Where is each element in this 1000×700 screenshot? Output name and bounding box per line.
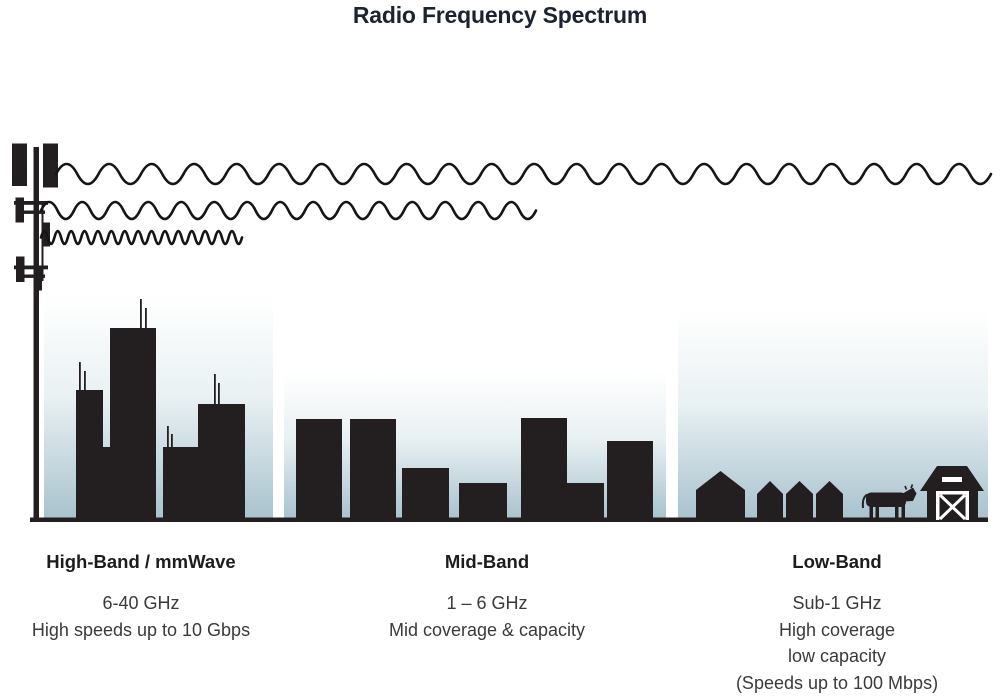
band-description: 6-40 GHz High speeds up to 10 Gbps <box>0 590 282 643</box>
band-speed: (Speeds up to 100 Mbps) <box>735 672 939 693</box>
cow-horns <box>904 484 914 490</box>
band-heading: Low-Band <box>792 551 882 572</box>
midband-town-skyline <box>296 418 653 520</box>
antenna-panel <box>15 197 24 223</box>
band-heading: High-Band / mmWave <box>46 551 236 572</box>
lowband-wave-long-wavelength <box>54 162 993 186</box>
antenna-panel <box>43 143 58 188</box>
highband-label-block: High-Band / mmWave 6-40 GHz High speeds … <box>0 551 282 643</box>
midband-label-block: Mid-Band 1 – 6 GHz Mid coverage & capaci… <box>347 551 627 643</box>
band-speed: High speeds up to 10 Gbps <box>31 619 251 640</box>
lowband-label-block: Low-Band Sub-1 GHz High coverage low cap… <box>692 551 982 696</box>
rooftop-antennas <box>79 299 220 447</box>
midband-wave-medium-wavelength <box>39 200 538 221</box>
building <box>567 483 604 520</box>
band-frequency: Sub-1 GHz <box>792 593 882 613</box>
building <box>607 441 653 520</box>
barn-roof-vent <box>942 477 962 482</box>
tower-pole <box>33 147 39 520</box>
ground-line <box>30 517 988 522</box>
house <box>696 471 745 520</box>
band-coverage: Mid coverage & capacity <box>388 619 586 640</box>
barn <box>920 466 984 521</box>
antenna-panel <box>16 256 25 282</box>
skyscraper-block <box>76 328 156 520</box>
highband-city-skyline <box>76 299 245 520</box>
band-frequency: 1 – 6 GHz <box>446 593 528 613</box>
cow-tail <box>861 493 869 509</box>
band-description: 1 – 6 GHz Mid coverage & capacity <box>347 590 627 643</box>
spectrum-illustration <box>12 143 993 522</box>
band-description: Sub-1 GHz High coverage low capacity (Sp… <box>692 590 982 696</box>
building <box>402 468 449 520</box>
house <box>757 481 783 520</box>
radio-waves <box>39 162 993 246</box>
building <box>350 419 396 520</box>
band-frequency: 6-40 GHz <box>102 593 180 613</box>
highband-wave-short-wavelength <box>39 229 244 246</box>
cow-head <box>902 487 917 502</box>
office-building-block <box>163 404 245 520</box>
antenna-panel <box>12 143 27 186</box>
building <box>459 483 507 520</box>
cell-tower <box>12 143 58 520</box>
page-title: Radio Frequency Spectrum <box>352 2 648 28</box>
house <box>816 481 843 520</box>
lowband-houses <box>696 471 843 520</box>
building <box>521 418 567 520</box>
cow <box>861 484 917 520</box>
barn-door-cross <box>938 493 967 521</box>
house <box>786 481 813 520</box>
band-coverage: High coverage <box>778 619 896 640</box>
band-capacity: low capacity <box>787 646 887 666</box>
building <box>296 419 342 520</box>
band-heading: Mid-Band <box>444 551 530 572</box>
